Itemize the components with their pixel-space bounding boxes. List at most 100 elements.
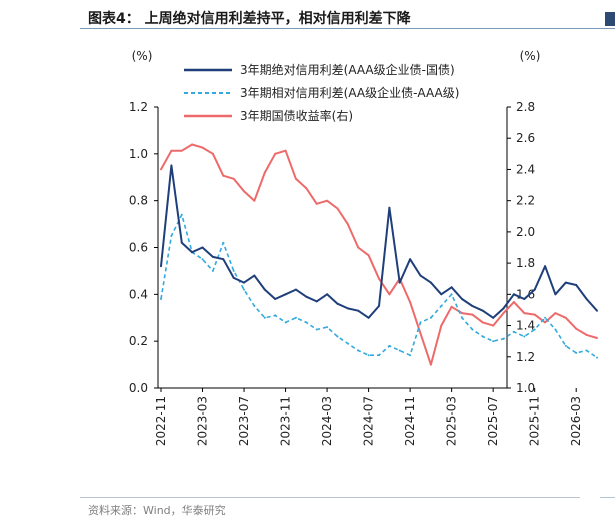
data-point-series-1 bbox=[512, 293, 515, 296]
data-point-series-1 bbox=[378, 305, 380, 307]
data-point-series-2 bbox=[596, 356, 598, 359]
data-point-series-3 bbox=[419, 332, 422, 335]
data-point-series-3 bbox=[201, 146, 204, 149]
data-point-series-1 bbox=[440, 293, 443, 296]
data-point-series-3 bbox=[388, 293, 391, 296]
data-point-series-1 bbox=[554, 293, 557, 296]
data-point-series-2 bbox=[564, 344, 567, 347]
data-point-series-1 bbox=[305, 295, 308, 298]
data-point-series-2 bbox=[160, 298, 162, 300]
data-point-series-1 bbox=[336, 302, 339, 305]
data-point-series-2 bbox=[346, 342, 349, 345]
data-point-series-1 bbox=[419, 274, 422, 277]
x-tick-label: 2023-11 bbox=[279, 396, 293, 446]
right-tick-label: 1.2 bbox=[516, 350, 535, 364]
x-tick-label: 2026-03 bbox=[569, 396, 583, 446]
data-point-series-1 bbox=[544, 265, 547, 268]
data-point-series-1 bbox=[429, 281, 432, 284]
footer-rule bbox=[80, 497, 580, 498]
data-point-series-1 bbox=[211, 255, 214, 258]
right-tick-label: 1.0 bbox=[516, 381, 535, 395]
data-point-series-2 bbox=[512, 330, 515, 333]
data-point-series-1 bbox=[523, 298, 526, 300]
data-point-series-2 bbox=[544, 316, 547, 319]
data-point-series-3 bbox=[211, 152, 214, 155]
legend-label-3: 3年期国债收益率(右) bbox=[240, 108, 353, 123]
data-point-series-3 bbox=[575, 327, 578, 330]
x-tick-label: 2024-11 bbox=[403, 396, 417, 446]
data-point-series-1 bbox=[533, 288, 536, 291]
right-tick-label: 2.2 bbox=[516, 194, 535, 208]
data-point-series-3 bbox=[336, 207, 339, 210]
data-point-series-3 bbox=[294, 177, 297, 180]
data-point-series-3 bbox=[512, 301, 515, 304]
right-tick-label: 2.0 bbox=[516, 225, 535, 239]
data-point-series-2 bbox=[533, 328, 536, 331]
data-point-series-2 bbox=[305, 321, 308, 324]
x-tick-label: 2023-07 bbox=[237, 396, 251, 446]
data-point-series-2 bbox=[367, 354, 370, 357]
x-tick-label: 2022-11 bbox=[154, 396, 168, 446]
data-point-series-1 bbox=[180, 241, 183, 244]
data-point-series-2 bbox=[409, 354, 412, 357]
data-point-series-3 bbox=[471, 313, 474, 316]
data-point-series-2 bbox=[274, 314, 277, 317]
data-point-series-1 bbox=[315, 300, 318, 303]
data-point-series-1 bbox=[243, 281, 245, 284]
data-point-series-1 bbox=[388, 206, 391, 209]
legend-label-1: 3年期绝对信用利差(AAA级企业债-国债) bbox=[240, 62, 455, 77]
data-point-series-2 bbox=[222, 241, 225, 244]
adjacent-figure-edge bbox=[605, 12, 615, 26]
data-point-series-3 bbox=[533, 313, 536, 316]
adjacent-footer-rule bbox=[600, 497, 615, 498]
data-point-series-1 bbox=[596, 309, 598, 312]
data-point-series-1 bbox=[263, 288, 266, 291]
data-point-series-2 bbox=[232, 269, 235, 272]
data-point-series-3 bbox=[326, 199, 329, 202]
data-point-series-2 bbox=[502, 337, 505, 340]
data-point-series-3 bbox=[222, 174, 225, 177]
data-point-series-3 bbox=[191, 143, 194, 146]
x-tick-label: 2025-03 bbox=[445, 396, 459, 446]
data-point-series-3 bbox=[554, 312, 557, 315]
data-point-series-2 bbox=[450, 293, 453, 296]
data-point-series-3 bbox=[315, 202, 318, 205]
data-point-series-1 bbox=[367, 316, 370, 319]
data-point-series-3 bbox=[461, 312, 463, 315]
left-tick-label: 0.2 bbox=[129, 334, 148, 348]
data-point-series-1 bbox=[294, 288, 297, 291]
data-point-series-3 bbox=[346, 223, 349, 226]
data-point-series-1 bbox=[222, 258, 225, 261]
data-point-series-3 bbox=[263, 171, 266, 174]
right-tick-label: 1.4 bbox=[516, 319, 535, 333]
data-point-series-1 bbox=[409, 258, 412, 261]
data-point-series-2 bbox=[253, 305, 256, 307]
data-point-series-2 bbox=[170, 234, 173, 237]
data-point-series-2 bbox=[461, 316, 463, 319]
data-point-series-1 bbox=[492, 316, 495, 319]
data-point-series-2 bbox=[481, 335, 484, 338]
data-point-series-2 bbox=[336, 335, 339, 338]
data-point-series-3 bbox=[596, 337, 598, 339]
data-point-series-1 bbox=[502, 307, 505, 310]
data-point-series-2 bbox=[492, 340, 495, 343]
right-tick-label: 2.6 bbox=[516, 131, 535, 145]
data-point-series-1 bbox=[575, 284, 578, 286]
data-point-series-1 bbox=[346, 307, 349, 310]
left-tick-label: 0.4 bbox=[129, 287, 148, 301]
data-point-series-1 bbox=[253, 274, 256, 277]
data-point-series-2 bbox=[575, 351, 578, 354]
data-point-series-1 bbox=[564, 281, 567, 284]
data-point-series-2 bbox=[201, 258, 204, 261]
data-point-series-3 bbox=[367, 254, 370, 257]
data-point-series-2 bbox=[357, 349, 360, 352]
data-point-series-3 bbox=[243, 190, 245, 193]
data-point-series-2 bbox=[523, 335, 526, 338]
data-point-series-3 bbox=[585, 333, 588, 336]
data-point-series-1 bbox=[284, 293, 287, 296]
data-point-series-1 bbox=[232, 276, 235, 279]
data-point-series-1 bbox=[160, 265, 162, 268]
data-point-series-3 bbox=[481, 321, 484, 324]
right-tick-label: 1.8 bbox=[516, 256, 535, 270]
